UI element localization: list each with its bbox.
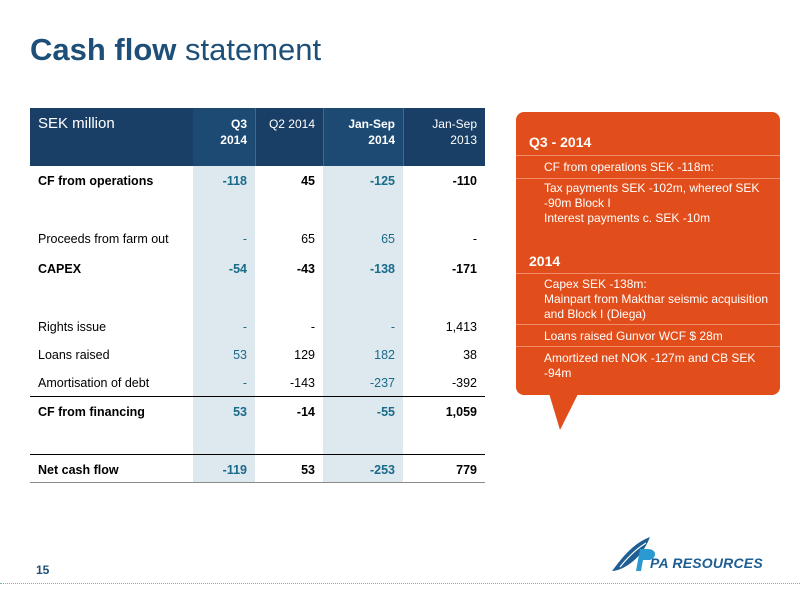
callout-q3-heading: Q3 - 2014 (529, 134, 592, 150)
table-row-cf-financing: CF from financing 53 -14 -55 1,059 (38, 405, 477, 419)
table-row-net-cash-flow: Net cash flow -119 53 -253 779 (38, 463, 477, 477)
company-logo-text: PA RESOURCES (650, 555, 763, 571)
q3-highlight-band (193, 166, 255, 483)
header-q3-2014: Q3 2014 (193, 108, 255, 166)
callout-2014-item: Amortized net NOK -127m and CB SEK -94m (544, 351, 756, 380)
callout-2014-item: Capex SEK -138m: (544, 277, 647, 291)
commentary-callout: Q3 - 2014 CF from operations SEK -118m: … (516, 112, 780, 395)
table-row-capex: CAPEX -54 -43 -138 -171 (38, 262, 477, 276)
callout-q3-item: CF from operations SEK -118m: (544, 160, 714, 174)
table-row-cf-operations: CF from operations -118 45 -125 -110 (38, 174, 477, 188)
page-title-bold: Cash flow (30, 32, 177, 67)
page-title: Cash flow statement (30, 32, 321, 68)
table-body: CF from operations -118 45 -125 -110 Pro… (30, 166, 485, 483)
pa-resources-leaf-icon (612, 537, 656, 571)
callout-divider (516, 324, 780, 325)
callout-q3-item: Interest payments c. SEK -10m (544, 211, 711, 225)
table-row-rights-issue: Rights issue - - - 1,413 (38, 320, 477, 334)
callout-divider (516, 178, 780, 179)
page-number: 15 (36, 563, 50, 577)
page-title-light: statement (185, 32, 322, 67)
table-row-loans-raised: Loans raised 53 129 182 38 (38, 348, 477, 362)
callout-q3-item: Tax payments SEK -102m, whereof SEK -90m… (544, 181, 760, 210)
table-bottom-rule (30, 482, 485, 483)
callout-tail (548, 390, 580, 430)
callout-divider (516, 273, 780, 274)
net-cash-divider (30, 454, 485, 455)
table-row-amortisation: Amortisation of debt - -143 -237 -392 (38, 376, 477, 390)
header-q2-2014: Q2 2014 (255, 108, 323, 166)
table-row-farm-out: Proceeds from farm out - 65 65 - (38, 232, 477, 246)
financing-divider (30, 396, 485, 397)
footer-dotted-line (0, 583, 800, 584)
header-jan-sep-2013: Jan-Sep 2013 (403, 108, 485, 166)
cash-flow-table: SEK million Q3 2014 Q2 2014 Jan-Sep 2014… (30, 108, 485, 483)
table-header: SEK million Q3 2014 Q2 2014 Jan-Sep 2014… (30, 108, 485, 166)
callout-divider (516, 346, 780, 347)
callout-2014-item: Loans raised Gunvor WCF $ 28m (544, 329, 723, 343)
header-jan-sep-2014: Jan-Sep 2014 (323, 108, 403, 166)
jan-sep-2014-highlight-band (323, 166, 403, 483)
callout-2014-item: Mainpart from Makthar seismic acquisitio… (544, 292, 769, 321)
header-sek-million: SEK million (38, 115, 115, 132)
callout-2014-heading: 2014 (529, 253, 561, 269)
callout-divider (516, 155, 780, 156)
